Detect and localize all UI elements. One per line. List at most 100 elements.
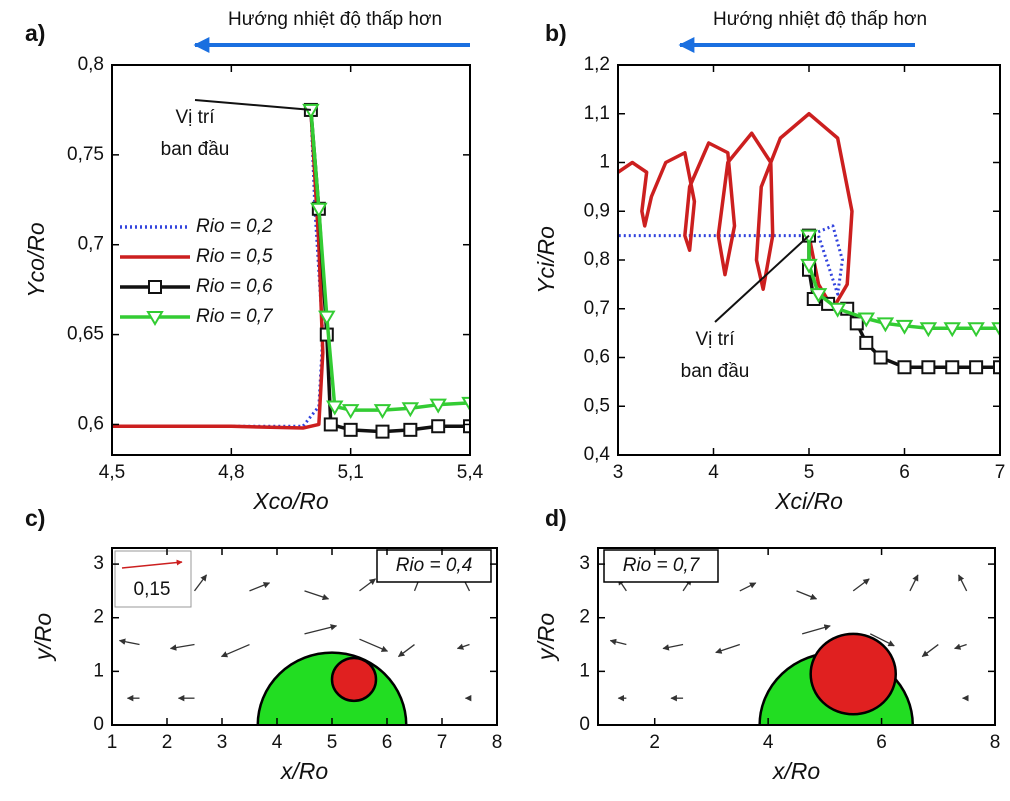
y-tick-label: 1 xyxy=(93,660,104,681)
velocity-vector xyxy=(304,624,338,635)
x-tick-label: 5,1 xyxy=(337,462,363,483)
marker-square xyxy=(323,417,338,432)
marker-square xyxy=(431,419,446,434)
plot-area xyxy=(618,112,1000,375)
marker-triangle xyxy=(857,312,876,328)
x-tick-label: 6 xyxy=(382,732,393,753)
y-tick-label: 0,5 xyxy=(584,395,610,416)
marker-square xyxy=(849,316,864,331)
marker-triangle xyxy=(429,398,447,414)
velocity-vector xyxy=(909,574,919,592)
x-tick-label: 6 xyxy=(899,462,910,483)
direction-label: Hướng nhiệt độ thấp hơn xyxy=(713,9,927,30)
series-line xyxy=(618,112,854,311)
marker-square xyxy=(463,419,470,434)
y-tick-label: 0,6 xyxy=(78,413,104,434)
velocity-vector xyxy=(921,644,939,658)
plot-frame xyxy=(111,64,471,456)
y-tick-label: 0,8 xyxy=(584,249,610,270)
velocity-vector xyxy=(359,578,377,592)
y-tick-label: 0 xyxy=(579,714,590,735)
x-tick-label: 7 xyxy=(995,462,1006,483)
marker-triangle xyxy=(318,310,336,326)
velocity-vector xyxy=(220,643,250,658)
marker-triangle xyxy=(310,202,328,218)
y-tick-label: 1,2 xyxy=(584,54,610,75)
marker-triangle xyxy=(991,322,1000,338)
marker-triangle xyxy=(341,404,360,420)
marker-square xyxy=(375,424,390,439)
y-tick-label: 2 xyxy=(579,607,590,628)
x-tick-label: 8 xyxy=(990,732,1001,753)
y-tick-label: 3 xyxy=(579,553,590,574)
marker-triangle xyxy=(326,400,344,416)
y-axis-title: y/Ro xyxy=(30,613,56,663)
marker-triangle xyxy=(876,317,895,333)
y-tick-label: 0,65 xyxy=(67,324,104,345)
direction-label: Hướng nhiệt độ thấp hơn xyxy=(228,9,442,30)
velocity-vector xyxy=(954,643,967,650)
x-tick-label: 3 xyxy=(217,732,228,753)
panel-label: b) xyxy=(545,20,567,46)
velocity-vector xyxy=(662,643,684,651)
velocity-vector xyxy=(397,644,415,658)
x-axis-title: Xci/Ro xyxy=(774,488,843,514)
y-tick-label: 1 xyxy=(599,152,610,173)
x-tick-label: 2 xyxy=(649,732,660,753)
velocity-vector xyxy=(169,643,195,651)
marker-square xyxy=(873,350,888,365)
x-tick-label: 2 xyxy=(162,732,173,753)
marker-square xyxy=(343,422,358,437)
x-tick-label: 1 xyxy=(107,732,118,753)
legend-label: Rio = 0,2 xyxy=(196,216,273,237)
marker-square xyxy=(993,360,1000,375)
x-tick-label: 5 xyxy=(804,462,815,483)
parameter-box xyxy=(603,549,719,583)
legend-label: Rio = 0,6 xyxy=(196,276,273,297)
initial-position-note: Vị trí xyxy=(175,107,215,128)
marker-square xyxy=(921,360,936,375)
note-callout xyxy=(714,234,810,323)
y-tick-label: 0,4 xyxy=(584,444,611,465)
panel-label: a) xyxy=(25,20,45,46)
x-tick-label: 4 xyxy=(763,732,774,753)
legend-label: Rio = 0,5 xyxy=(196,246,273,267)
marker-triangle xyxy=(302,103,320,119)
x-tick-label: 4 xyxy=(272,732,283,753)
parameter-label: Rio = 0,4 xyxy=(396,555,473,576)
y-tick-label: 0 xyxy=(93,714,104,735)
marker-triangle xyxy=(809,288,828,304)
marker-square xyxy=(859,335,874,350)
velocity-vector xyxy=(193,574,208,592)
y-tick-label: 0,7 xyxy=(584,298,610,319)
velocity-vector xyxy=(249,582,271,592)
marker-triangle xyxy=(401,402,420,418)
x-tick-label: 8 xyxy=(492,732,503,753)
velocity-vector xyxy=(852,578,870,592)
initial-position-note: Vị trí xyxy=(695,329,735,350)
parameter-label: Rio = 0,7 xyxy=(623,555,701,576)
x-tick-label: 5,4 xyxy=(457,462,484,483)
parameter-box xyxy=(376,549,492,583)
velocity-vector xyxy=(304,590,330,601)
velocity-vector xyxy=(456,643,470,650)
marker-triangle xyxy=(895,319,914,335)
velocity-vector xyxy=(796,590,818,600)
velocity-vector xyxy=(739,582,757,592)
y-tick-label: 1 xyxy=(579,660,590,681)
marker-square xyxy=(897,360,912,375)
marker-square xyxy=(403,422,418,437)
initial-position-note: ban đầu xyxy=(681,361,750,382)
marker-square xyxy=(969,360,984,375)
velocity-vector xyxy=(869,633,895,647)
plot-frame xyxy=(111,547,498,726)
legend-label: Rio = 0,7 xyxy=(196,306,274,327)
marker-square xyxy=(945,360,960,375)
x-tick-label: 5 xyxy=(327,732,338,753)
marker-triangle xyxy=(800,258,818,274)
x-axis-title: x/Ro xyxy=(772,758,821,784)
note-callout xyxy=(194,99,311,111)
plot-area xyxy=(609,574,969,725)
marker-triangle xyxy=(373,404,392,420)
